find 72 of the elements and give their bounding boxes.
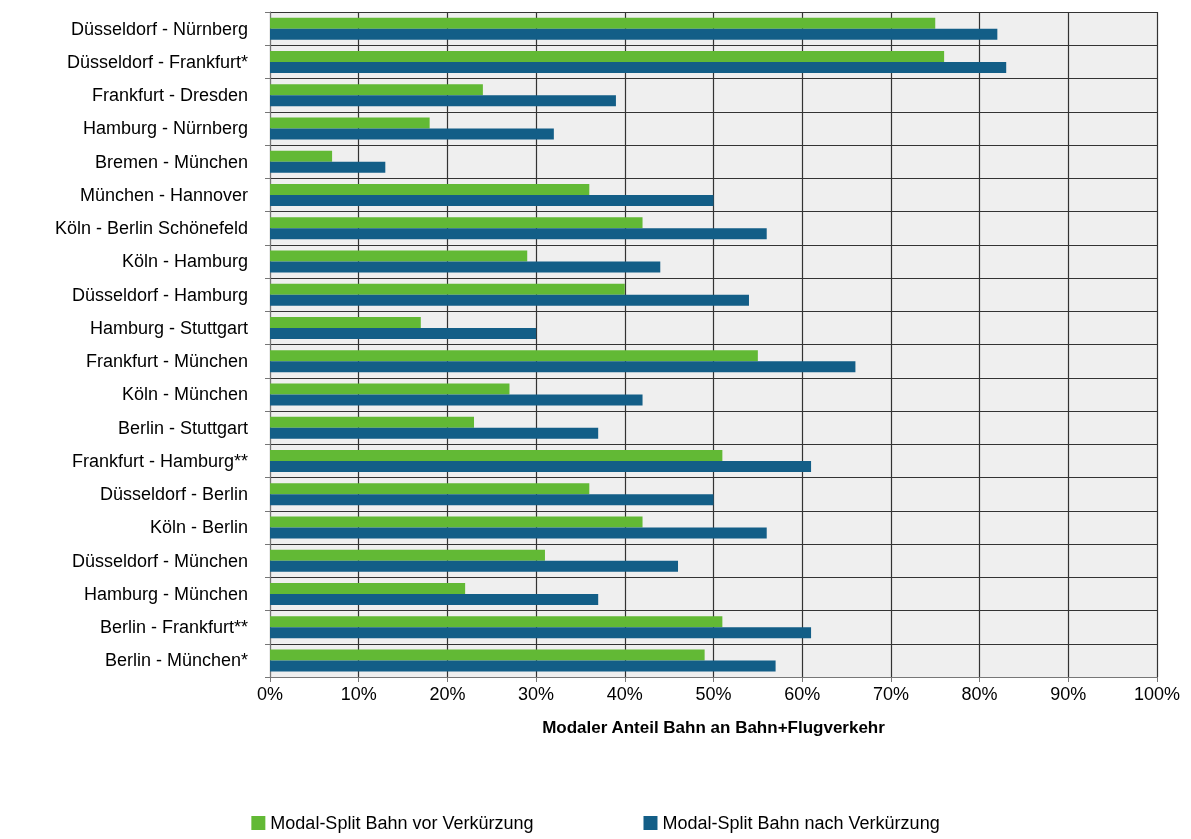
y-tick-label: Düsseldorf - Hamburg [71,284,248,305]
bar [270,261,661,273]
bar [270,117,430,129]
bar [270,383,510,395]
x-tick-label: 30% [518,684,555,704]
y-tick-label: Köln - Berlin Schönefeld [54,218,248,239]
y-tick-label: Köln - Berlin [149,517,248,538]
y-tick-label: Köln - Hamburg [121,251,248,272]
x-tick-label: 60% [784,684,821,704]
bar [270,95,616,107]
bar [270,394,643,406]
bar [270,427,599,439]
bar [270,161,386,173]
bar [270,150,333,162]
bar [270,549,545,561]
y-tick-label: Frankfurt - München [85,351,248,372]
x-tick-label: 50% [695,684,732,704]
bar [270,649,705,661]
bar [270,416,475,428]
bar [270,183,590,195]
y-tick-label: Düsseldorf - Berlin [99,484,248,505]
bar [270,128,554,140]
bar [270,483,590,495]
bar [270,449,723,461]
bar [270,460,812,472]
bar [270,627,812,639]
bar [270,560,679,572]
y-tick-label: Berlin - Stuttgart [117,417,248,438]
y-tick-label: München - Hannover [79,184,248,205]
x-tick-label: 20% [429,684,466,704]
bar [270,294,749,306]
y-tick-label: Düsseldorf - Frankfurt* [66,51,248,72]
bar [270,494,714,506]
x-tick-label: 40% [606,684,643,704]
bar [270,361,856,373]
x-axis-title: Modaler Anteil Bahn an Bahn+Flugverkehr [542,718,886,737]
bar [270,582,466,594]
y-tick-label: Hamburg - München [83,583,248,604]
bar [270,283,625,295]
y-tick-label: Hamburg - Stuttgart [89,317,248,338]
bar [270,217,643,229]
x-tick-label: 90% [1050,684,1087,704]
x-tick-label: 80% [961,684,998,704]
bar [270,194,714,206]
y-tick-label: Köln - München [121,384,248,405]
bar [270,593,599,605]
y-tick-label: Düsseldorf - Nürnberg [70,18,248,39]
bar [270,250,528,262]
bar [270,84,483,96]
bar [270,516,643,528]
y-tick-label: Berlin - Frankfurt** [99,617,248,638]
bar [270,228,767,240]
bar [270,616,723,628]
y-tick-label: Düsseldorf - München [71,550,248,571]
y-tick-label: Frankfurt - Hamburg** [71,450,248,471]
bar [270,327,537,339]
bar [270,660,776,672]
legend-label: Modal-Split Bahn nach Verkürzung [662,813,940,833]
bar [270,350,758,362]
y-tick-label: Hamburg - Nürnberg [82,118,248,139]
bar [270,17,936,29]
legend-label: Modal-Split Bahn vor Verkürzung [270,813,534,833]
y-tick-label: Berlin - München* [104,650,248,671]
bar [270,527,767,539]
y-tick-label: Frankfurt - Dresden [91,85,248,106]
x-tick-label: 70% [872,684,909,704]
bar [270,50,945,62]
x-tick-label: 10% [340,684,377,704]
bar [270,316,421,328]
x-tick-label: 100% [1133,684,1181,704]
y-tick-label: Bremen - München [94,151,248,172]
x-tick-label: 0% [256,684,284,704]
